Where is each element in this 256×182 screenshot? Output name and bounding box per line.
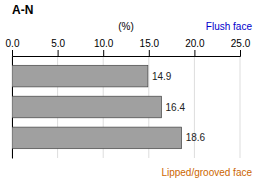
x-tick-label: 20.0 bbox=[185, 38, 205, 49]
x-tick-mark bbox=[12, 50, 13, 56]
x-tick-label: 0.0 bbox=[6, 38, 20, 49]
x-axis: 0.0 5.0 10.0 15.0 20.0 25.0 bbox=[6, 38, 251, 57]
x-label: (%) bbox=[118, 21, 134, 32]
chart: 0.0 5.0 10.0 15.0 20.0 25.0 14.9 16.4 18.6 A-N (%)… bbox=[0, 0, 256, 182]
grid bbox=[12, 56, 240, 158]
x-tick-mark bbox=[58, 50, 59, 56]
x-tick-mark bbox=[194, 50, 195, 56]
data-labels: 14.9 16.4 18.6 bbox=[152, 71, 206, 144]
x-tick-mark bbox=[240, 50, 241, 56]
bar bbox=[12, 127, 182, 149]
x-tick-mark bbox=[103, 50, 104, 56]
x-tick: 25.0 bbox=[231, 38, 251, 56]
plot: 0.0 5.0 10.0 15.0 20.0 25.0 14.9 16.4 18.6 bbox=[6, 38, 251, 159]
bar bbox=[12, 96, 162, 118]
grid-line bbox=[240, 56, 241, 158]
x-tick: 10.0 bbox=[94, 38, 114, 56]
title: A-N bbox=[12, 3, 33, 17]
bar bbox=[12, 65, 148, 87]
bars bbox=[12, 65, 182, 148]
x-tick: 5.0 bbox=[51, 38, 65, 56]
x-tick: 20.0 bbox=[185, 38, 205, 56]
data-label: 14.9 bbox=[152, 71, 172, 82]
data-label: 18.6 bbox=[186, 132, 206, 143]
x-tick-label: 15.0 bbox=[140, 38, 160, 49]
x-axis-line bbox=[13, 50, 241, 57]
x-tick: 15.0 bbox=[140, 38, 160, 56]
data-label: 16.4 bbox=[166, 102, 186, 113]
x-tick-mark bbox=[149, 50, 150, 56]
x-tick-label: 25.0 bbox=[231, 38, 251, 49]
x-tick: 0.0 bbox=[6, 38, 20, 56]
x-tick-label: 5.0 bbox=[51, 38, 65, 49]
annotation: Lipped/grooved face bbox=[161, 167, 252, 178]
x-tick-label: 10.0 bbox=[94, 38, 114, 49]
annotation: Flush face bbox=[206, 21, 253, 32]
